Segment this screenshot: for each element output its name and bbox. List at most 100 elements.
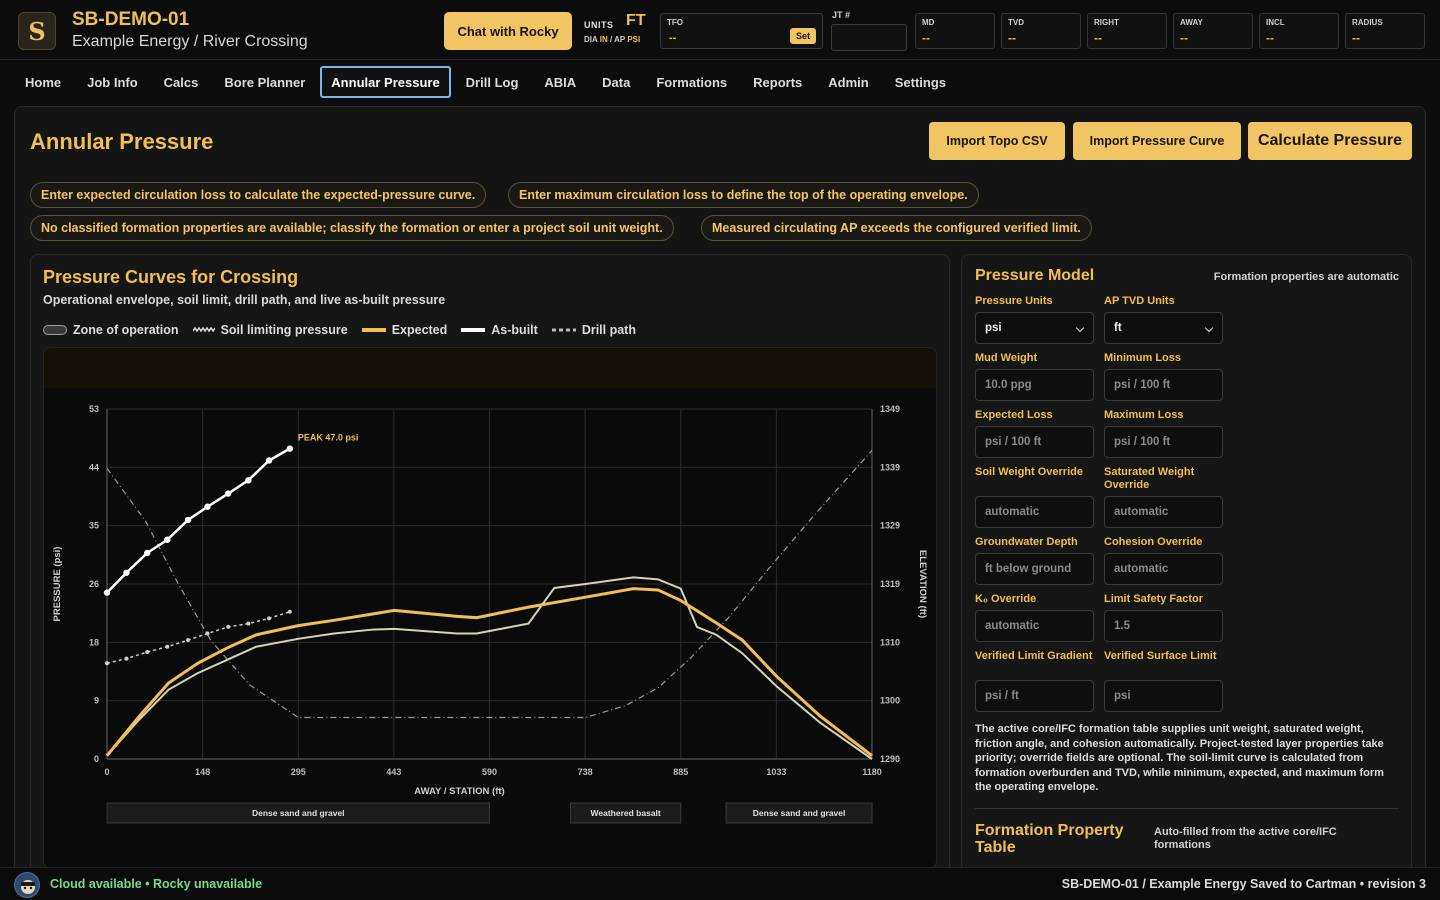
import-pressure-curve-button[interactable]: Import Pressure Curve <box>1073 122 1241 160</box>
units-indicator[interactable]: UNITS FT DIA IN / AP PSI <box>584 12 646 44</box>
metric-incl: INCL -- <box>1259 13 1339 49</box>
chart-title: Pressure Curves for Crossing <box>43 267 299 287</box>
warning-formation-properties: No classified formation properties are a… <box>30 215 674 241</box>
ap-tvd-units-select[interactable]: ft <box>1104 312 1223 344</box>
verified-surface-limit-label: Verified Surface Limit <box>1104 650 1217 662</box>
tab-home[interactable]: Home <box>25 74 62 90</box>
maximum-loss-input[interactable]: psi / 100 ft <box>1104 426 1223 458</box>
metric-value: -- <box>1352 31 1360 45</box>
soil-weight-override-input[interactable]: automatic <box>975 496 1094 528</box>
legend-asbuilt[interactable]: As-built <box>461 323 538 337</box>
divider <box>975 808 1399 809</box>
app-logo: S <box>18 12 56 50</box>
import-topo-csv-button[interactable]: Import Topo CSV <box>929 122 1065 160</box>
tab-job-info[interactable]: Job Info <box>87 74 138 90</box>
tab-annular-pressure[interactable]: Annular Pressure <box>320 66 451 98</box>
cohesion-override-input[interactable]: automatic <box>1104 553 1223 585</box>
avatar[interactable] <box>14 872 40 898</box>
legend-expected-swatch <box>361 328 386 332</box>
zone-of-operation-line <box>106 576 873 760</box>
asbuilt-point <box>245 477 252 484</box>
y2-tick-label: 1290 <box>880 754 900 764</box>
chat-with-rocky-button[interactable]: Chat with Rocky <box>444 12 572 50</box>
asbuilt-point <box>265 457 273 464</box>
tab-drill-log[interactable]: Drill Log <box>465 74 519 90</box>
x-tick-label: 148 <box>195 767 210 777</box>
tab-admin[interactable]: Admin <box>828 74 869 90</box>
metric-label: INCL <box>1266 18 1285 27</box>
tfo-label: TFO <box>667 18 683 27</box>
legend-expected[interactable]: Expected <box>361 323 447 337</box>
saturated-weight-override-input[interactable]: automatic <box>1104 496 1223 528</box>
soil-limit-point <box>205 631 210 636</box>
groundwater-depth-label: Groundwater Depth <box>975 536 1078 548</box>
tab-data[interactable]: Data <box>602 74 631 90</box>
limit-safety-factor-input[interactable]: 1.5 <box>1104 610 1223 642</box>
x-tick-label: 738 <box>578 767 593 777</box>
job-id: SB-DEMO-01 <box>72 9 190 30</box>
metric-label: MD <box>922 18 935 27</box>
jt-input[interactable] <box>831 24 907 51</box>
tab-reports[interactable]: Reports <box>753 74 803 90</box>
tfo-set-button[interactable]: Set <box>790 28 816 44</box>
tab-calcs[interactable]: Calcs <box>163 74 199 90</box>
k-override-input[interactable]: automatic <box>975 610 1094 642</box>
verified-limit-gradient-input[interactable]: psi / ft <box>975 680 1094 712</box>
minimum-loss-input[interactable]: psi / 100 ft <box>1104 369 1223 401</box>
asbuilt-point <box>143 549 151 557</box>
y2-tick-label: 1319 <box>880 579 900 589</box>
job-subtitle: Example Energy / River Crossing <box>72 33 308 50</box>
mud-weight-label: Mud Weight <box>975 352 1038 364</box>
y-tick-label: 0 <box>94 754 99 764</box>
x-tick-label: 1180 <box>862 767 882 777</box>
tab-formations[interactable]: Formations <box>656 74 728 90</box>
legend-zone[interactable]: Zone of operation <box>43 323 179 337</box>
y-tick-label: 26 <box>89 579 99 589</box>
soil-limit-point <box>287 609 292 614</box>
chart-plot-area: 0 148 295 443 590 738 885 1033 1180 0 1290 9 1300 18 1… <box>43 347 937 869</box>
y2-tick-label: 1300 <box>880 696 900 706</box>
pressure-model-card: Pressure Model Formation properties are … <box>961 254 1412 875</box>
top-bar: S SB-DEMO-01 Example Energy / River Cros… <box>0 0 1440 60</box>
y-tick-label: 44 <box>89 462 99 472</box>
save-status: SB-DEMO-01 / Example Energy Saved to Car… <box>1061 877 1426 891</box>
soil-weight-override-label: Soil Weight Override <box>975 466 1083 478</box>
x-tick-label: 295 <box>291 767 306 777</box>
metric-away: AWAY -- <box>1173 13 1253 49</box>
y-axis-title: PRESSURE (psi) <box>52 547 63 622</box>
soil-limit-point <box>186 638 191 643</box>
tfo-field[interactable]: TFO -- Set <box>660 13 823 49</box>
cohesion-override-label: Cohesion Override <box>1104 536 1203 548</box>
jt-label: JT # <box>832 10 851 20</box>
metric-label: RADIUS <box>1352 18 1383 27</box>
verified-surface-limit-input[interactable]: psi <box>1104 680 1223 712</box>
annular-pressure-panel: Annular Pressure Import Topo CSV Import … <box>14 106 1426 876</box>
soil-limit-point <box>145 650 150 655</box>
units-label: UNITS <box>584 20 614 30</box>
legend-drill-path[interactable]: Drill path <box>551 323 636 337</box>
tab-settings[interactable]: Settings <box>894 74 947 90</box>
pressure-units-select[interactable]: psi <box>975 312 1094 344</box>
units-value: FT <box>626 12 646 29</box>
expected-loss-input[interactable]: psi / 100 ft <box>975 426 1094 458</box>
x-tick-label: 1033 <box>766 767 786 777</box>
warning-maximum-loss: Enter maximum circulation loss to define… <box>508 182 979 208</box>
y2-tick-label: 1349 <box>880 404 900 414</box>
tab-abia[interactable]: ABIA <box>544 74 577 90</box>
asbuilt-point <box>103 589 111 596</box>
formation-label: Weathered basalt <box>591 808 661 818</box>
formation-bar <box>725 802 873 824</box>
formation-label: Dense sand and gravel <box>753 808 846 818</box>
tab-bore-planner[interactable]: Bore Planner <box>224 74 306 90</box>
soil-limit-point <box>165 644 170 649</box>
calculate-pressure-button[interactable]: Calculate Pressure <box>1248 122 1412 160</box>
formation-bar <box>570 802 682 824</box>
minimum-loss-label: Minimum Loss <box>1104 352 1182 364</box>
groundwater-depth-input[interactable]: ft below ground <box>975 553 1094 585</box>
plot-top-band <box>44 348 936 388</box>
pressure-model-description: The active core/IFC formation table supp… <box>975 723 1384 794</box>
mud-weight-input[interactable]: 10.0 ppg <box>975 369 1094 401</box>
legend-soil[interactable]: Soil limiting pressure <box>192 323 348 337</box>
soil-limit-point <box>267 616 272 621</box>
asbuilt-point <box>225 490 232 497</box>
